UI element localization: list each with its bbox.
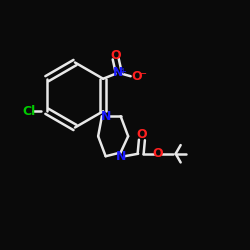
- Text: O: O: [153, 147, 164, 160]
- Text: O: O: [136, 128, 147, 141]
- Text: +: +: [119, 67, 126, 76]
- Text: O: O: [110, 48, 121, 62]
- Text: O: O: [132, 70, 142, 83]
- Text: N: N: [100, 110, 111, 123]
- Text: −: −: [138, 69, 147, 79]
- Text: N: N: [116, 150, 126, 163]
- Text: Cl: Cl: [23, 105, 36, 118]
- Text: N: N: [113, 66, 123, 79]
